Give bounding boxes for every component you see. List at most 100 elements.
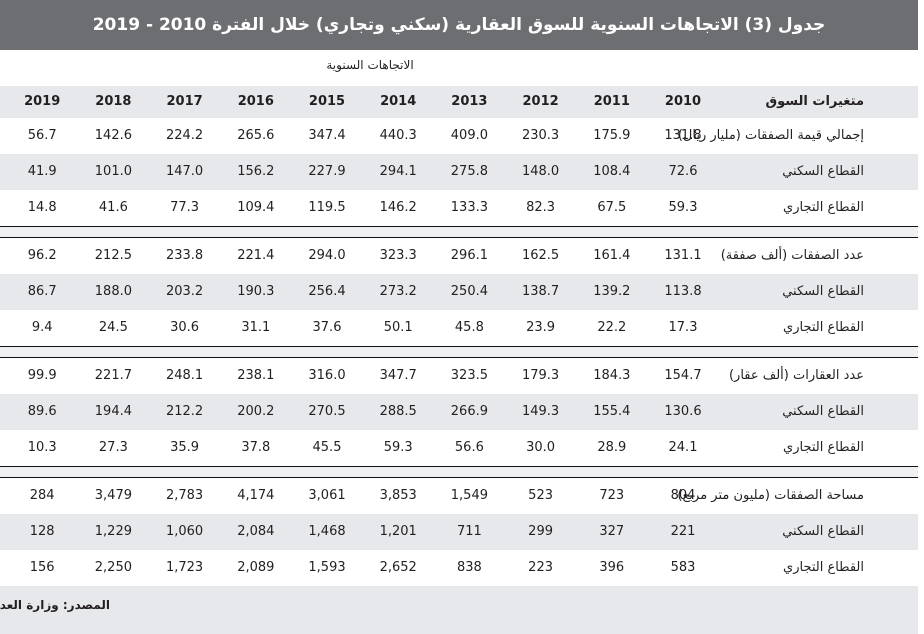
cell: 194.4 xyxy=(94,404,132,419)
cell: 23.9 xyxy=(526,320,556,335)
cell: 27.3 xyxy=(98,440,128,455)
separator xyxy=(0,346,918,358)
cell: 31.1 xyxy=(241,320,271,335)
column-header: 2013 xyxy=(451,94,488,109)
cell: 56.7 xyxy=(27,128,57,143)
cell: 583 xyxy=(670,560,696,575)
cell: 296.1 xyxy=(450,248,488,263)
row-label: القطاع السكني xyxy=(782,284,864,299)
cell: 37.6 xyxy=(312,320,342,335)
cell: 138.7 xyxy=(521,284,560,299)
cell: 41.9 xyxy=(27,164,57,179)
column-header: 2010 xyxy=(664,94,702,109)
cell: 248.1 xyxy=(165,368,204,383)
cell: 1,060 xyxy=(165,524,204,539)
cell: 256.4 xyxy=(308,284,346,299)
separator xyxy=(0,226,918,238)
cell: 179.3 xyxy=(521,368,560,383)
cell: 14.8 xyxy=(27,200,57,215)
cell: 3,479 xyxy=(94,488,132,503)
cell: 161.4 xyxy=(593,248,631,263)
cell: 250.4 xyxy=(450,284,488,299)
cell: 1,549 xyxy=(450,488,488,503)
cell: 523 xyxy=(528,488,553,503)
column-header: 2019 xyxy=(24,94,61,109)
cell: 184.3 xyxy=(593,368,631,383)
cell: 28.9 xyxy=(597,440,627,455)
row-label: القطاع التجاري xyxy=(783,320,864,335)
cell: 223 xyxy=(528,560,553,575)
cell: 24.1 xyxy=(668,440,698,455)
cell: 327 xyxy=(599,524,625,539)
row-label: مساحة الصفقات (مليون متر مربع) xyxy=(677,488,864,503)
cell: 188.0 xyxy=(94,284,132,299)
cell: 409.0 xyxy=(450,128,488,143)
cell: 2,783 xyxy=(165,488,204,503)
cell: 22.2 xyxy=(597,320,627,335)
cell: 96.2 xyxy=(27,248,57,263)
cell: 99.9 xyxy=(27,368,57,383)
cell: 2,084 xyxy=(237,524,275,539)
cell: 35.9 xyxy=(170,440,200,455)
subheading: الاتجاهات السنوية xyxy=(326,58,414,72)
row-band xyxy=(0,154,918,190)
cell: 56.6 xyxy=(454,440,484,455)
cell: 238.1 xyxy=(237,368,275,383)
cell: 316.0 xyxy=(308,368,346,383)
cell: 1,201 xyxy=(379,524,417,539)
cell: 723 xyxy=(599,488,625,503)
cell: 17.3 xyxy=(668,320,698,335)
cell: 156.2 xyxy=(237,164,275,179)
cell: 347.4 xyxy=(308,128,346,143)
cell: 130.6 xyxy=(664,404,702,419)
cell: 4,174 xyxy=(237,488,275,503)
cell: 440.3 xyxy=(379,128,417,143)
cell: 294.1 xyxy=(379,164,417,179)
cell: 288.5 xyxy=(379,404,417,419)
cell: 323.5 xyxy=(450,368,488,383)
row-label: القطاع التجاري xyxy=(783,200,864,215)
column-header: متغيرات السوق xyxy=(765,94,864,109)
cell: 59.3 xyxy=(668,200,698,215)
cell: 1,593 xyxy=(308,560,346,575)
row-band xyxy=(0,514,918,550)
cell: 72.6 xyxy=(668,164,698,179)
cell: 227.9 xyxy=(308,164,346,179)
cell: 1,468 xyxy=(308,524,346,539)
cell: 323.3 xyxy=(379,248,417,263)
cell: 101.0 xyxy=(94,164,132,179)
cell: 155.4 xyxy=(593,404,631,419)
row-band xyxy=(0,394,918,430)
row-label: القطاع السكني xyxy=(782,524,864,539)
cell: 41.6 xyxy=(98,200,128,215)
cell: 77.3 xyxy=(170,200,200,215)
cell: 230.3 xyxy=(521,128,560,143)
cell: 294.0 xyxy=(308,248,346,263)
cell: 2,089 xyxy=(237,560,275,575)
cell: 3,853 xyxy=(379,488,417,503)
cell: 190.3 xyxy=(237,284,275,299)
cell: 212.5 xyxy=(94,248,132,263)
cell: 59.3 xyxy=(383,440,413,455)
cell: 142.6 xyxy=(94,128,132,143)
cell: 3,061 xyxy=(308,488,346,503)
cell: 131.1 xyxy=(664,248,702,263)
row-label: القطاع السكني xyxy=(782,164,864,179)
cell: 50.1 xyxy=(383,320,413,335)
column-header: 2018 xyxy=(95,94,132,109)
row-label: القطاع التجاري xyxy=(783,560,864,575)
cell: 212.2 xyxy=(165,404,204,419)
column-header: 2016 xyxy=(237,94,274,109)
row-label: القطاع السكني xyxy=(782,404,864,419)
cell: 270.5 xyxy=(308,404,346,419)
cell: 233.8 xyxy=(165,248,204,263)
row-band xyxy=(0,274,918,310)
cell: 67.5 xyxy=(597,200,627,215)
cell: 109.4 xyxy=(237,200,275,215)
cell: 113.8 xyxy=(664,284,702,299)
cell: 24.5 xyxy=(98,320,128,335)
cell: 284 xyxy=(29,488,55,503)
cell: 162.5 xyxy=(521,248,560,263)
